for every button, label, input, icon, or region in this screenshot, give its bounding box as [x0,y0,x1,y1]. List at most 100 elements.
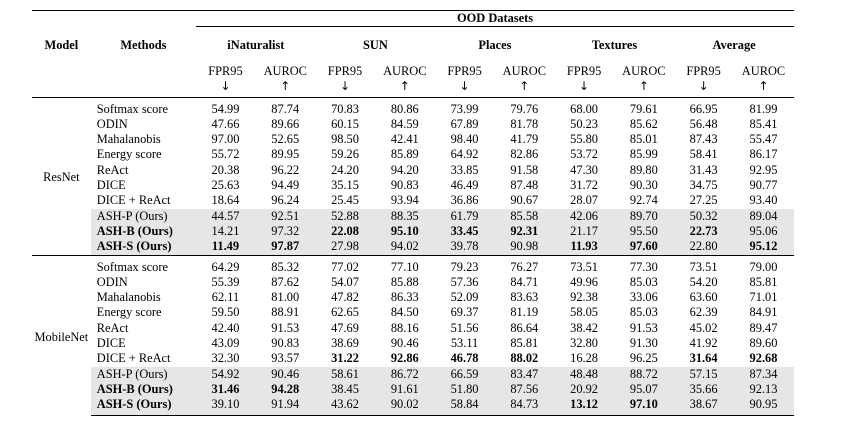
metric-value: 89.80 [629,162,658,177]
metric-value: 89.95 [271,147,300,162]
metric-value: 56.48 [689,116,718,131]
metric-auroc: AUROC [383,63,427,78]
metric-value: 84.59 [390,116,419,131]
metric-value: 38.69 [331,336,359,351]
metric-value: 77.02 [315,254,375,275]
metric-value: 53.72 [570,147,599,162]
metric-value: 85.89 [390,147,419,162]
metric-value: 71.01 [749,290,778,305]
metric-value: 49.96 [570,274,599,289]
metric-value: 92.68 [749,351,778,366]
metric-value: 83.47 [493,366,555,382]
metric-value: 79.61 [629,101,658,116]
metric-value: 90.77 [749,178,778,193]
methods-column-header: Methods [120,38,167,53]
metric-value: 97.87 [254,239,316,256]
header-row-arrows: ↓ ↑ ↓ ↑ ↓ ↑ ↓ ↑ ↓ ↑ [32,78,794,98]
metric-value: 85.81 [510,336,539,351]
metric-value: 31.72 [570,178,599,193]
metric-value: 47.30 [570,162,599,177]
metric-value: 51.80 [435,381,494,398]
metric-value: 96.24 [271,193,300,208]
metric-value: 92.13 [732,381,794,398]
metric-value: 24.20 [331,162,359,177]
metric-value: 57.15 [674,366,733,382]
metric-value: 52.09 [450,290,479,305]
metric-value: 94.28 [254,381,316,398]
metric-value: 88.02 [510,351,539,366]
metric-value: 61.79 [435,208,494,224]
metric-value: 62.11 [211,290,240,305]
metric-value: 85.03 [629,305,658,320]
metric-value: 63.60 [689,290,718,305]
model-label: ResNet [43,170,80,185]
metric-value: 90.98 [493,239,555,256]
metric-value: 55.39 [211,274,240,289]
dataset-header-inaturalist: iNaturalist [227,38,285,53]
method-name: DICE + ReAct [96,351,171,366]
metric-value: 92.38 [570,290,599,305]
metric-value: 95.10 [374,223,436,240]
metric-value: 42.40 [211,320,240,335]
dataset-header-textures: Textures [591,38,638,53]
metric-value: 22.80 [674,239,733,256]
metric-value: 90.83 [390,178,419,193]
table-row: DICE 43.09 90.83 38.69 90.46 53.11 85.81 32.80 9… [32,336,794,351]
metric-value: 87.34 [732,366,794,382]
table-row: ReAct 42.40 91.53 47.69 88.16 51.56 86.64 38.42… [32,321,794,336]
metric-value: 79.76 [510,101,539,116]
metric-value: 86.17 [749,147,778,162]
method-name: ODIN [96,274,128,289]
method-name: ReAct [96,162,129,177]
table-row: ASH-S (Ours) 11.49 97.87 27.98 94.02 39.78 90.… [32,239,794,256]
metric-value: 98.50 [331,132,359,147]
up-arrow-icon: ↑ [374,78,436,98]
metric-value: 38.42 [570,320,599,335]
metric-value: 14.21 [196,223,255,240]
table-row: ASH-P (Ours) 44.57 92.51 52.88 88.35 61.79 85.… [32,208,794,224]
method-name: ASH-B (Ours) [90,223,197,240]
metric-value: 95.12 [732,239,794,256]
metric-value: 89.04 [732,208,794,224]
metric-value: 86.33 [390,290,419,305]
metric-value: 89.60 [749,336,778,351]
metric-value: 85.88 [390,274,419,289]
metric-value: 50.23 [570,116,599,131]
metric-value: 87.48 [510,178,539,193]
metric-value: 86.72 [374,366,436,382]
metric-value: 53.11 [450,336,479,351]
metric-value: 83.63 [510,290,539,305]
metric-value: 90.67 [510,193,539,208]
method-name: ASH-S (Ours) [90,397,197,416]
metric-value: 84.50 [390,305,419,320]
metric-value: 13.12 [554,397,614,416]
method-name: Softmax score [96,101,168,116]
down-arrow-icon: ↓ [674,78,733,98]
method-name: ASH-S (Ours) [90,239,197,256]
metric-value: 55.80 [570,132,599,147]
metric-value: 54.07 [331,274,359,289]
metric-value: 85.81 [749,274,778,289]
metric-value: 82.86 [510,147,539,162]
metric-value: 97.60 [613,239,675,256]
up-arrow-icon: ↑ [493,78,555,98]
metric-value: 69.37 [450,305,479,320]
metric-auroc: AUROC [622,63,666,78]
metric-value: 25.45 [331,193,359,208]
metric-value: 58.84 [435,397,494,416]
metric-value: 85.62 [629,116,658,131]
up-arrow-icon: ↑ [732,78,794,98]
metric-value: 31.46 [196,381,255,398]
metric-value: 66.95 [689,101,718,116]
metric-value: 43.09 [211,336,240,351]
metric-value: 95.06 [732,223,794,240]
metric-value: 76.27 [493,254,555,275]
metric-value: 85.41 [749,116,778,131]
metric-value: 32.30 [211,351,240,366]
metric-value: 39.10 [196,397,255,416]
method-name: Energy score [96,147,162,162]
method-name: Mahalanobis [96,290,161,305]
metric-value: 88.35 [374,208,436,224]
metric-value: 88.16 [390,320,419,335]
metric-value: 20.38 [211,162,240,177]
